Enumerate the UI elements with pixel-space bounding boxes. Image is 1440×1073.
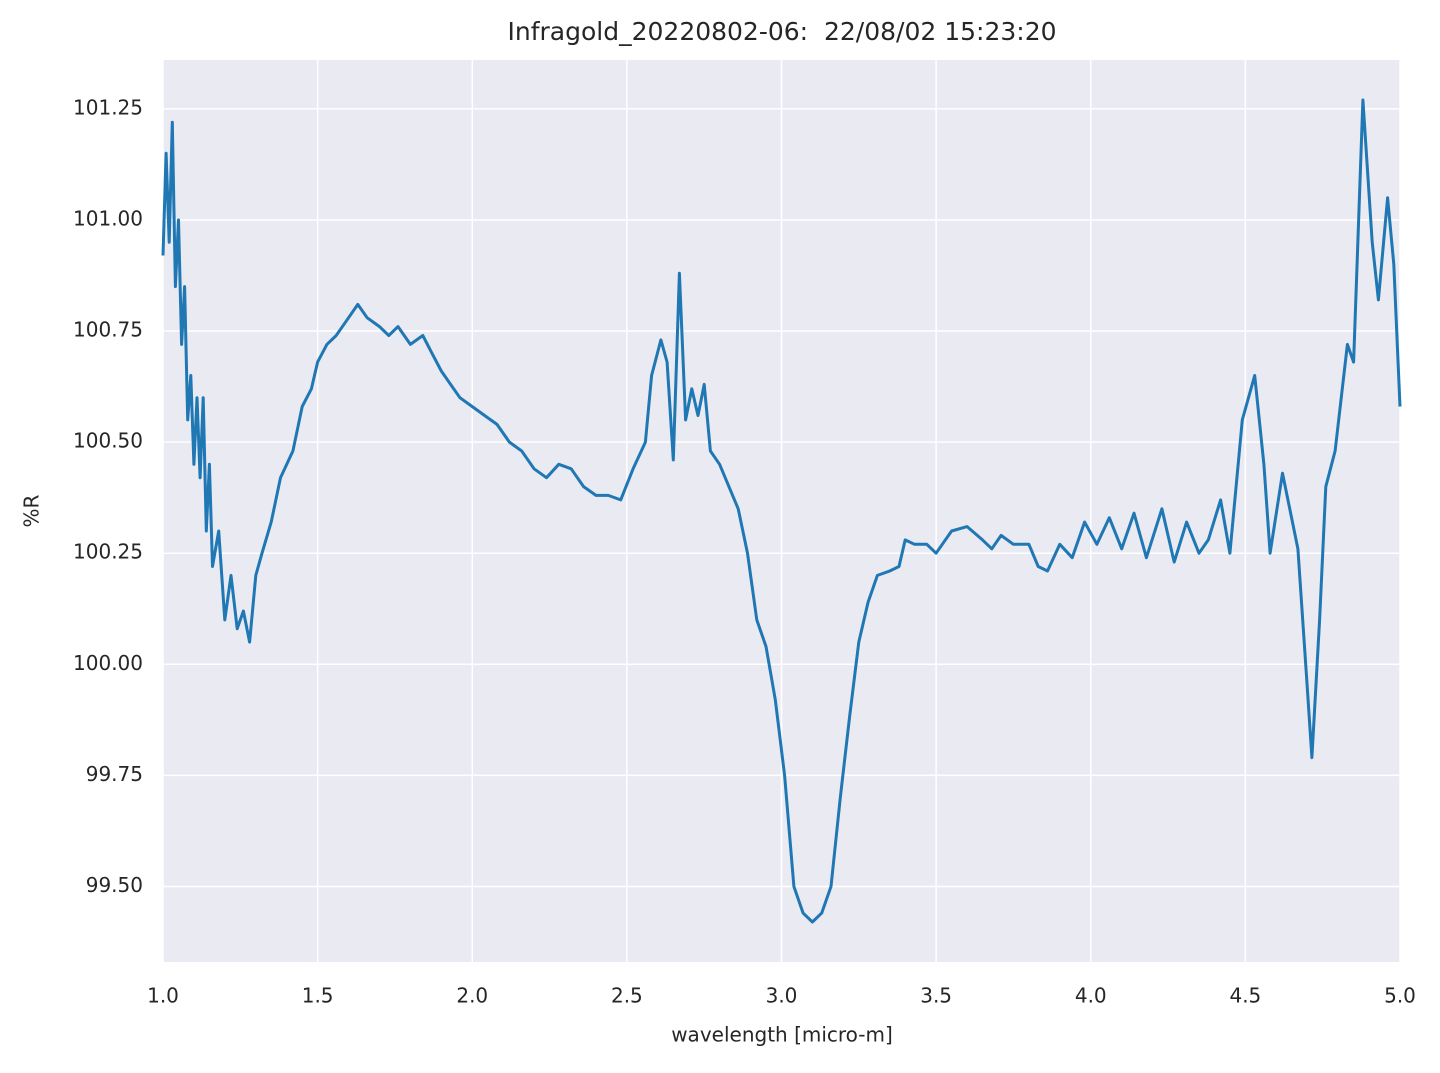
y-tick-label: 101.00 bbox=[73, 206, 143, 230]
data-line bbox=[161, 98, 1402, 924]
y-tick-label: 100.50 bbox=[73, 429, 143, 453]
y-tick-label: 101.25 bbox=[73, 95, 143, 119]
x-axis-label: wavelength [micro-m] bbox=[671, 1023, 893, 1047]
x-tick-label: 5.0 bbox=[1384, 984, 1416, 1008]
x-tick-label: 3.5 bbox=[920, 984, 952, 1008]
y-axis-label: %R bbox=[20, 494, 44, 527]
y-tick-label: 100.25 bbox=[73, 540, 143, 564]
y-tick-label: 99.50 bbox=[86, 873, 143, 897]
x-tick-label: 2.5 bbox=[611, 984, 643, 1008]
x-tick-label: 2.0 bbox=[456, 984, 488, 1008]
y-tick-label: 99.75 bbox=[86, 762, 143, 786]
y-tick-label: 100.75 bbox=[73, 318, 143, 342]
x-tick-label: 4.0 bbox=[1075, 984, 1107, 1008]
x-tick-label: 1.5 bbox=[302, 984, 334, 1008]
chart-title: Infragold_20220802-06: 22/08/02 15:23:20 bbox=[508, 17, 1057, 46]
x-tick-label: 4.5 bbox=[1229, 984, 1261, 1008]
x-tick-label: 3.0 bbox=[766, 984, 798, 1008]
x-tick-label: 1.0 bbox=[147, 984, 179, 1008]
y-tick-label: 100.00 bbox=[73, 651, 143, 675]
